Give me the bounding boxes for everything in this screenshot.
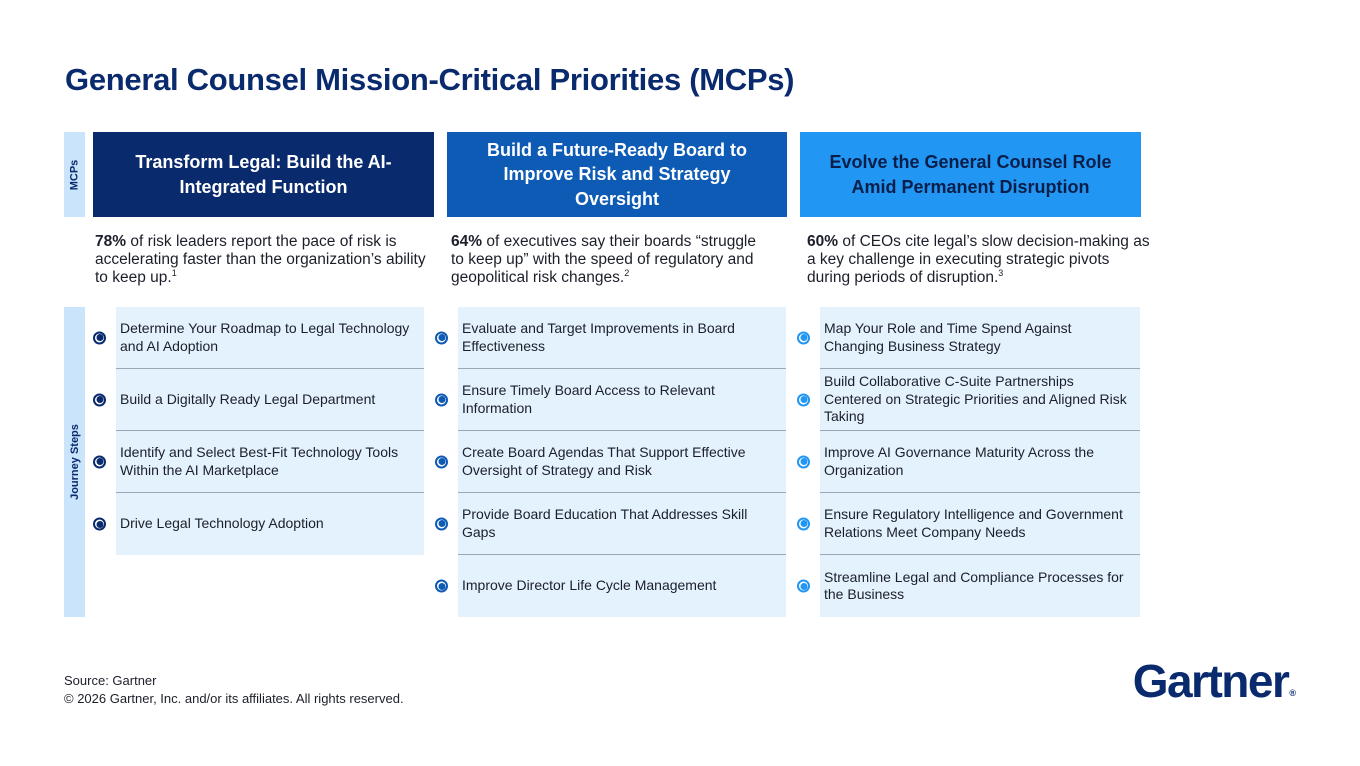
journey-step-label: Provide Board Education That Addresses S… — [462, 506, 748, 540]
stat-text: of CEOs cite legal’s slow decision-makin… — [807, 233, 1150, 286]
step-bullet-icon — [435, 393, 448, 406]
mcp-header-transform-legal: Transform Legal: Build the AI-Integrated… — [93, 132, 434, 217]
journey-steps-side-label: Journey Steps — [64, 307, 85, 617]
step-bullet-icon — [435, 517, 448, 530]
stat-evolve-gc-role: 60% of CEOs cite legal’s slow decision-m… — [807, 233, 1152, 287]
stat-text: of risk leaders report the pace of risk … — [95, 233, 426, 286]
footer: Source: Gartner © 2026 Gartner, Inc. and… — [64, 672, 404, 708]
step-bullet-icon — [435, 579, 448, 593]
journey-step-label: Build Collaborative C-Suite Partnerships… — [824, 373, 1127, 425]
journey-step-label: Identify and Select Best-Fit Technology … — [120, 444, 399, 478]
stat-percent: 78% — [95, 233, 127, 250]
journey-step-label: Evaluate and Target Improvements in Boar… — [462, 320, 735, 354]
registered-mark-icon: ® — [1289, 688, 1296, 698]
mcp-header-text: Build a Future-Ready Board to Improve Ri… — [486, 140, 747, 209]
journey-step-label: Drive Legal Technology Adoption — [120, 515, 324, 532]
journey-step-label: Create Board Agendas That Support Effect… — [462, 444, 746, 478]
step-bullet-icon — [93, 455, 106, 468]
stat-percent: 60% — [807, 233, 839, 250]
journey-step-label: Streamline Legal and Compliance Processe… — [824, 568, 1124, 603]
mcp-header-text: Transform Legal: Build the AI-Integrated… — [135, 152, 392, 197]
mcp-header-text: Evolve the General Counsel Role Amid Per… — [829, 152, 1112, 197]
journey-step: Improve AI Governance Maturity Across th… — [797, 431, 1140, 493]
stat-text: of executives say their boards “struggle… — [451, 233, 756, 286]
journey-step: Ensure Timely Board Access to Relevant I… — [435, 369, 786, 431]
journey-step-label: Map Your Role and Time Spend Against Cha… — [824, 320, 1072, 354]
step-bullet-icon — [435, 455, 448, 468]
gartner-logo-text: Gartner — [1132, 655, 1290, 707]
step-bullet-icon — [797, 579, 810, 593]
journey-step-label: Improve AI Governance Maturity Across th… — [824, 444, 1095, 478]
journey-step: Create Board Agendas That Support Effect… — [435, 431, 786, 493]
journey-step: Identify and Select Best-Fit Technology … — [93, 431, 424, 493]
source-note: Source: Gartner — [64, 673, 157, 688]
gartner-logo: Gartner ® — [1133, 654, 1296, 708]
step-bullet-icon — [93, 517, 106, 531]
step-bullet-icon — [93, 331, 106, 344]
page-title: General Counsel Mission-Critical Priorit… — [65, 62, 795, 97]
mcp-header-evolve-gc-role: Evolve the General Counsel Role Amid Per… — [800, 132, 1141, 217]
stat-footnote-ref: 1 — [171, 267, 177, 278]
journey-step-label: Ensure Regulatory Intelligence and Gover… — [824, 506, 1123, 540]
journey-step: Ensure Regulatory Intelligence and Gover… — [797, 493, 1140, 555]
journey-step: Provide Board Education That Addresses S… — [435, 493, 786, 555]
step-bullet-icon — [797, 517, 810, 530]
journey-steps-side-label-text: Journey Steps — [68, 424, 81, 500]
journey-steps-evolve-gc-role: Map Your Role and Time Spend Against Cha… — [797, 307, 1140, 617]
step-bullet-icon — [797, 455, 810, 468]
step-bullet-icon — [435, 331, 448, 344]
mcp-header-future-ready-board: Build a Future-Ready Board to Improve Ri… — [447, 132, 787, 217]
journey-step: Improve Director Life Cycle Management — [435, 555, 786, 617]
journey-step-label: Build a Digitally Ready Legal Department — [120, 390, 376, 407]
journey-step: Map Your Role and Time Spend Against Cha… — [797, 307, 1140, 369]
journey-steps-future-ready-board: Evaluate and Target Improvements in Boar… — [435, 307, 786, 617]
mcps-side-label: MCPs — [64, 132, 85, 217]
journey-step: Streamline Legal and Compliance Processe… — [797, 555, 1140, 617]
stat-percent: 64% — [451, 233, 483, 250]
stat-footnote-ref: 2 — [624, 267, 630, 278]
copyright-note: © 2026 Gartner, Inc. and/or its affiliat… — [64, 691, 404, 706]
journey-step-label: Improve Director Life Cycle Management — [462, 577, 717, 594]
step-bullet-icon — [93, 393, 106, 406]
stat-future-ready-board: 64% of executives say their boards “stru… — [451, 233, 771, 287]
journey-steps-transform-legal: Determine Your Roadmap to Legal Technolo… — [93, 307, 424, 555]
journey-step: Build Collaborative C-Suite Partnerships… — [797, 369, 1140, 431]
stat-transform-legal: 78% of risk leaders report the pace of r… — [95, 233, 435, 287]
step-bullet-icon — [797, 393, 810, 406]
stat-footnote-ref: 3 — [998, 267, 1004, 278]
journey-step-label: Determine Your Roadmap to Legal Technolo… — [120, 320, 410, 354]
journey-step: Evaluate and Target Improvements in Boar… — [435, 307, 786, 369]
journey-step: Determine Your Roadmap to Legal Technolo… — [93, 307, 424, 369]
journey-step-label: Ensure Timely Board Access to Relevant I… — [462, 382, 715, 416]
mcps-side-label-text: MCPs — [68, 159, 81, 190]
step-bullet-icon — [797, 331, 810, 344]
journey-step: Drive Legal Technology Adoption — [93, 493, 424, 555]
journey-step: Build a Digitally Ready Legal Department — [93, 369, 424, 431]
